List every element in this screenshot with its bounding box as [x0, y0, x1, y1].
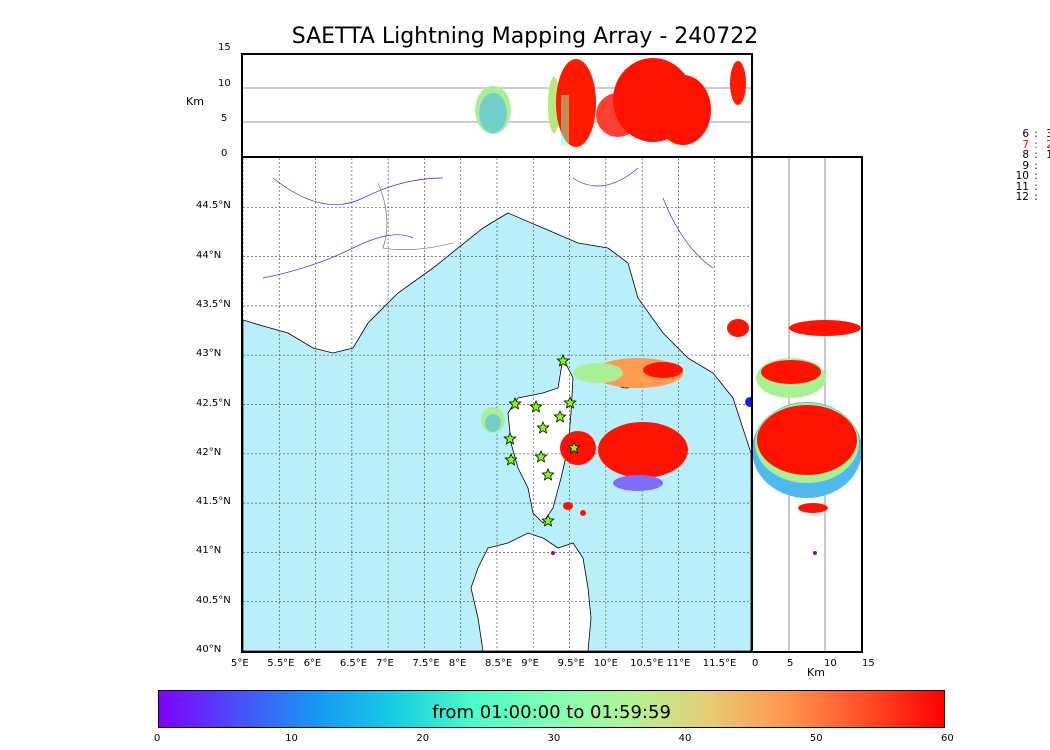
star-icon [563, 395, 577, 409]
legend-row: 10:185266 [1003, 171, 1050, 182]
cluster-main [598, 422, 688, 478]
altitude-longitude-plot [243, 58, 751, 147]
lon-tick-label: 9.5°E [557, 658, 585, 669]
lon-tick-label: 5.5°E [267, 658, 295, 669]
map-panel [241, 156, 753, 653]
lat-tick-label: 40°N [196, 644, 222, 655]
lat-tick-label: 41°N [196, 545, 222, 557]
legend-source-count: 454009 [1043, 161, 1050, 172]
legend-source-count: 3545215 [1046, 128, 1050, 140]
star-icon [504, 452, 518, 466]
lat-tick-label: 43.5°N [196, 298, 231, 310]
star-icon [529, 399, 543, 413]
legend-station-count: 6 [1022, 128, 1029, 140]
legend-row: 7:2070041 [1003, 138, 1050, 151]
colorbar-label: from 01:00:00 to 01:59:59 [432, 702, 671, 723]
lat-tick-label: 40.5°N [196, 594, 231, 606]
lon-tick-label: 8.5°E [485, 658, 513, 669]
top-panel-ytick-5: 5 [221, 113, 228, 124]
colorbar-tick-label: 30 [547, 733, 561, 744]
star-icon [503, 431, 517, 445]
lon-tick-label: 5°E [231, 658, 249, 669]
star-icon [567, 440, 581, 454]
lon-tick-label: 10°E [593, 658, 618, 669]
star-icon [508, 396, 522, 410]
legend-row: 8:1069082 [1003, 150, 1050, 161]
lon-tick-label: 10.5°E [630, 658, 664, 669]
colorbar-tick-label: 20 [416, 733, 430, 744]
lon-tick-label: 7°E [376, 658, 394, 669]
colorbar-tick-label: 10 [285, 733, 298, 744]
lon-tick-label: 6.5°E [339, 658, 368, 669]
lat-tick-label: 41.5°N [196, 496, 231, 508]
lon-tick-label: 11°E [666, 658, 691, 669]
lat-tick-label: 42°N [196, 446, 222, 458]
legend-row: 12:0 [1003, 192, 1050, 203]
legend-source-count: 43727 [1043, 182, 1050, 193]
altitude-longitude-panel: 6:35452157:20700418:10690829:45400910:18… [241, 53, 1050, 202]
legend-source-count: 0 [1043, 192, 1050, 203]
station-count-legend: 6:35452157:20700418:10690829:45400910:18… [1003, 129, 1050, 203]
star-icon [541, 467, 555, 481]
lon-tick-label: 11.5°E [702, 658, 737, 669]
lat-tick-label: 42.5°N [196, 397, 231, 409]
colorbar-tick-label: 0 [154, 733, 161, 744]
colorbar-tick-label: 60 [941, 733, 954, 744]
legend-station-count: 11 [1015, 180, 1029, 193]
legend-station-count: 8 [1022, 149, 1029, 161]
sardinia-land [470, 532, 592, 651]
legend-row: 9:454009 [1003, 159, 1050, 172]
lon-tick-label: 7.5°E [412, 658, 440, 669]
side-panel-xtick-10: 10 [824, 658, 837, 669]
side-panel-xlabel: Km [807, 666, 825, 679]
chart-title: SAETTA Lightning Mapping Array - 240722 [291, 24, 759, 49]
colorbar-tick-label: 40 [678, 733, 692, 744]
lon-tick-label: 9°E [521, 658, 539, 669]
legend-source-count: 1069082 [1046, 149, 1050, 161]
colorbar-tick-label: 50 [809, 733, 823, 744]
side-panel-xtick-15: 15 [862, 658, 875, 669]
star-icon [536, 420, 550, 434]
lon-tick-label: 8°E [448, 658, 467, 669]
legend-source-count: 2070041 [1046, 138, 1050, 151]
lat-tick-label: 44°N [196, 249, 222, 261]
legend-station-count: 9 [1022, 159, 1029, 172]
altitude-latitude-panel [751, 156, 863, 653]
star-icon [534, 449, 548, 463]
map-plot [243, 158, 751, 651]
legend-station-count: 10 [1015, 170, 1029, 182]
side-panel-xtick-0: 0 [752, 658, 759, 669]
side-panel-xtick-5: 5 [787, 658, 794, 669]
lat-tick-label: 44.5°N [196, 200, 231, 212]
legend-row: 11:43727 [1003, 180, 1050, 193]
legend-row: 6:3545215 [1003, 129, 1050, 140]
legend-station-count: 12 [1015, 191, 1029, 203]
lat-tick-label: 43°N [196, 348, 222, 360]
top-panel-ylabel: Km [186, 95, 204, 108]
time-colorbar [158, 690, 945, 728]
altitude-latitude-plot [753, 158, 861, 651]
top-panel-ytick-0: 0 [221, 148, 228, 159]
star-icon [541, 513, 555, 527]
top-panel-ytick-15: 15 [218, 42, 231, 53]
legend-station-count: 7 [1022, 138, 1029, 151]
star-icon [556, 353, 570, 367]
top-panel-ytick-10: 10 [218, 78, 231, 89]
star-icon [553, 409, 567, 423]
legend-source-count: 185266 [1043, 171, 1050, 182]
lon-tick-label: 6°E [303, 658, 322, 669]
